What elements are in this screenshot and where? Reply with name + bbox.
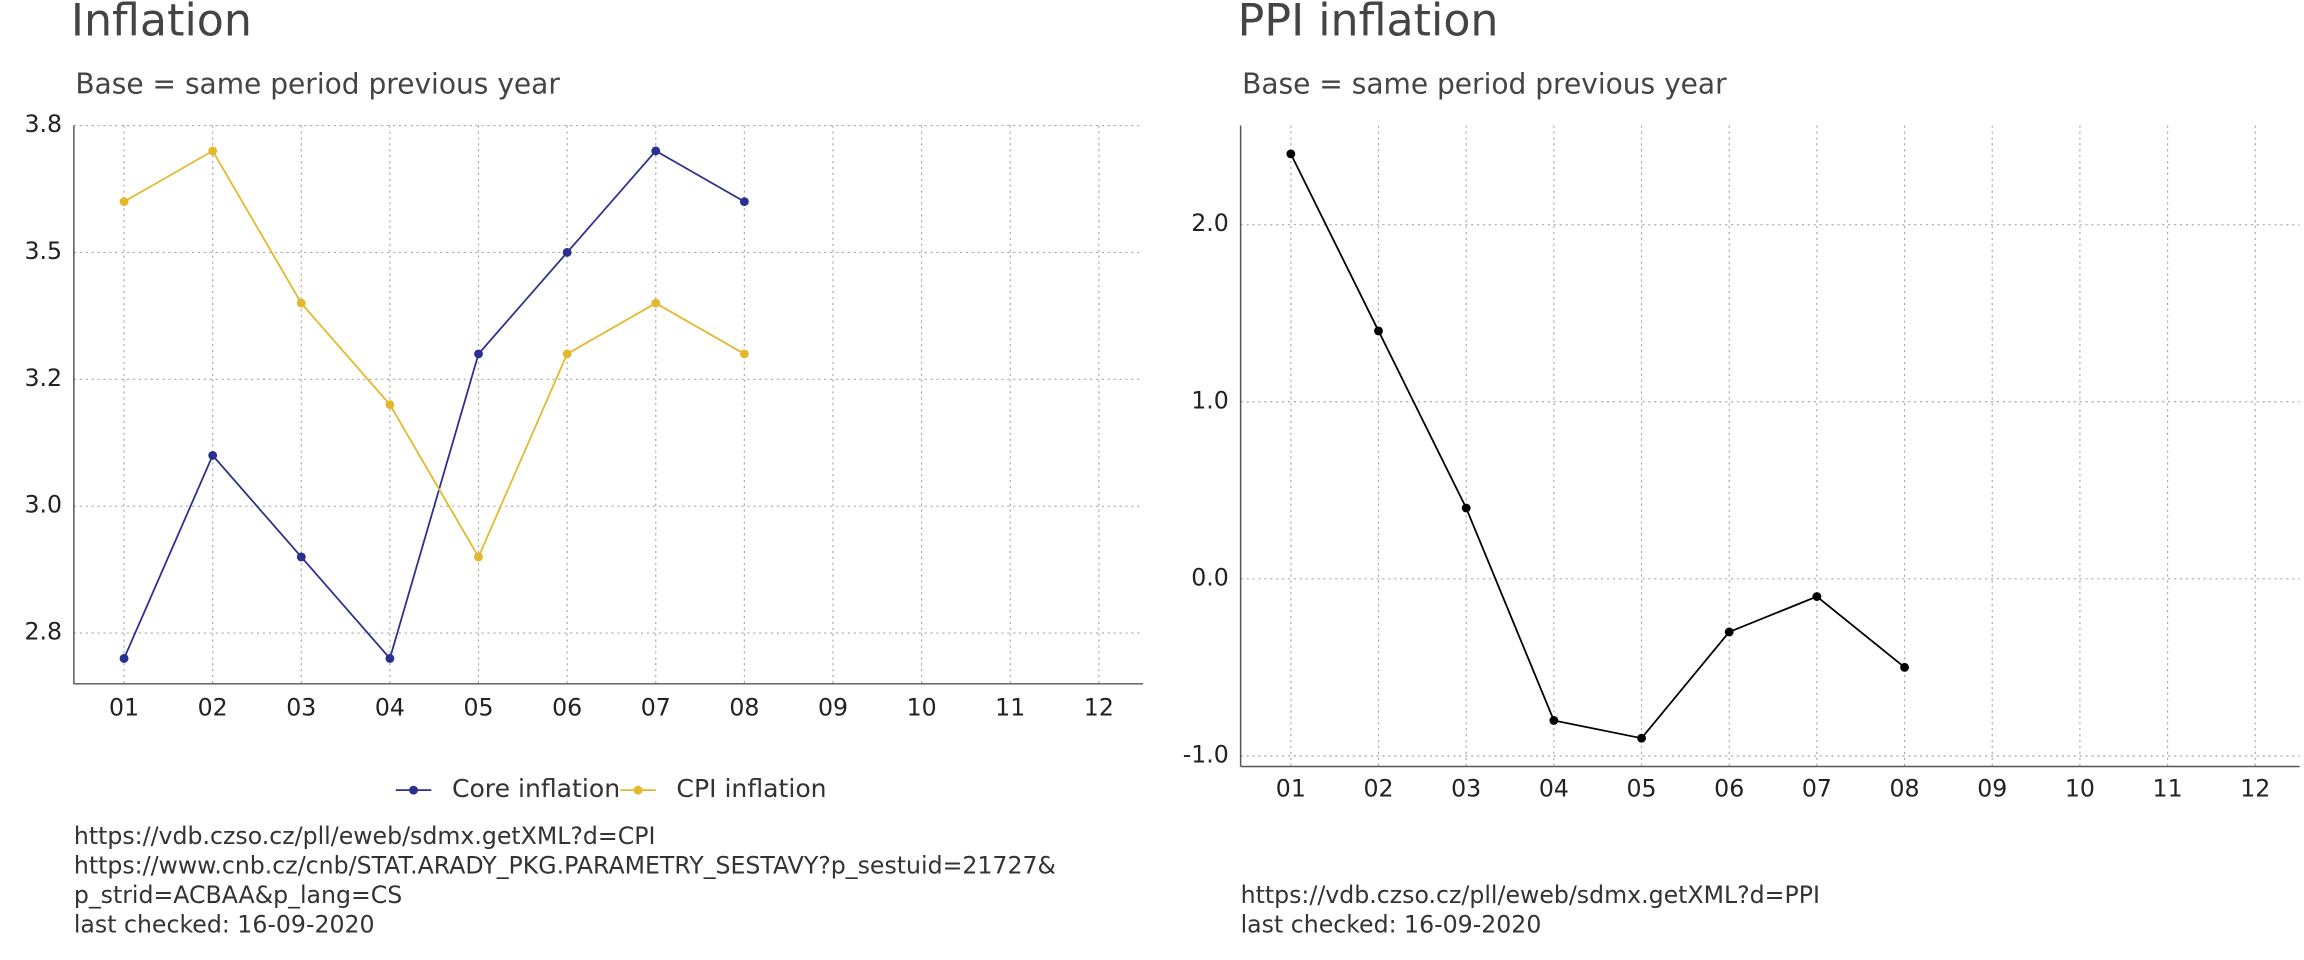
x-tick-label: 11: [2153, 775, 2183, 803]
x-tick-label: 05: [463, 693, 493, 721]
y-tick-label: 3.2: [24, 364, 62, 392]
caption: p_strid=ACBAA&p_lang=CS: [74, 881, 402, 909]
data-point: [119, 197, 129, 207]
data-point: [651, 146, 661, 156]
data-point: [296, 552, 306, 562]
x-tick-label: 02: [198, 693, 228, 721]
data-point: [1637, 733, 1646, 743]
data-point: [296, 298, 306, 308]
data-point: [1724, 627, 1734, 637]
x-tick-label: 01: [1276, 775, 1306, 803]
series-line: [1290, 153, 1906, 740]
y-tick-label: 2.0: [1191, 209, 1229, 237]
x-tick-label: 11: [995, 693, 1025, 721]
x-tick-label: 07: [641, 693, 671, 721]
y-tick-label: 3.8: [24, 110, 62, 138]
x-tick-label: 10: [907, 693, 937, 721]
legend-swatch-dot: [633, 785, 643, 795]
data-point: [1286, 149, 1296, 159]
x-tick-label: 09: [1977, 775, 2007, 803]
x-tick-label: 04: [1539, 775, 1569, 803]
data-point: [1461, 503, 1471, 513]
legend-swatch-dot: [409, 785, 418, 795]
y-tick-label: 3.5: [24, 237, 62, 265]
caption: last checked: 16-09-2020: [1241, 911, 1542, 939]
x-tick-label: 03: [1451, 775, 1481, 803]
x-tick-label: 08: [729, 693, 759, 721]
y-tick-label: 3.0: [24, 491, 62, 519]
data-point: [208, 450, 218, 460]
caption: https://www.cnb.cz/cnb/STAT.ARADY_PKG.PA…: [74, 851, 1056, 879]
x-tick-label: 04: [375, 693, 405, 721]
x-tick-label: 09: [818, 693, 848, 721]
x-tick-label: 06: [1714, 775, 1744, 803]
x-tick-label: 01: [109, 693, 139, 721]
data-point: [562, 247, 572, 257]
y-tick-label: 1.0: [1191, 386, 1229, 414]
x-tick-label: 08: [1890, 775, 1920, 803]
data-point: [1900, 662, 1909, 672]
series-line: [123, 149, 745, 661]
x-tick-label: 12: [1084, 693, 1114, 721]
data-point: [1374, 326, 1383, 336]
data-point: [385, 400, 395, 410]
legend-label: Core inflation: [452, 774, 620, 803]
data-point: [474, 552, 483, 562]
data-point: [651, 298, 661, 308]
data-point: [1549, 716, 1559, 725]
x-tick-label: 06: [552, 693, 582, 721]
caption: https://vdb.czso.cz/pll/eweb/sdmx.getXML…: [1241, 881, 1820, 909]
x-tick-label: 10: [2065, 775, 2095, 803]
x-tick-label: 03: [286, 693, 316, 721]
y-tick-label: 0.0: [1191, 563, 1229, 591]
x-tick-label: 05: [1627, 775, 1657, 803]
caption: last checked: 16-09-2020: [74, 911, 375, 939]
data-point: [739, 349, 749, 359]
chart-title: PPI inflation: [1238, 0, 1499, 47]
x-tick-label: 07: [1802, 775, 1832, 803]
series-line: [123, 149, 745, 559]
caption: https://vdb.czso.cz/pll/eweb/sdmx.getXML…: [74, 822, 656, 850]
data-point: [208, 146, 218, 156]
data-point: [739, 197, 749, 207]
y-tick-label: -1.0: [1183, 740, 1229, 768]
legend-label: CPI inflation: [676, 774, 826, 803]
chart-subtitle: Base = same period previous year: [1242, 68, 1727, 101]
data-point: [385, 654, 395, 663]
x-tick-label: 12: [2240, 775, 2270, 803]
data-point: [474, 349, 483, 359]
data-point: [1812, 592, 1822, 601]
chart-title: Inflation: [71, 0, 252, 47]
x-tick-label: 02: [1363, 775, 1393, 803]
data-point: [562, 349, 572, 359]
y-tick-label: 2.8: [24, 618, 62, 646]
data-point: [119, 654, 129, 663]
chart-subtitle: Base = same period previous year: [75, 68, 560, 101]
